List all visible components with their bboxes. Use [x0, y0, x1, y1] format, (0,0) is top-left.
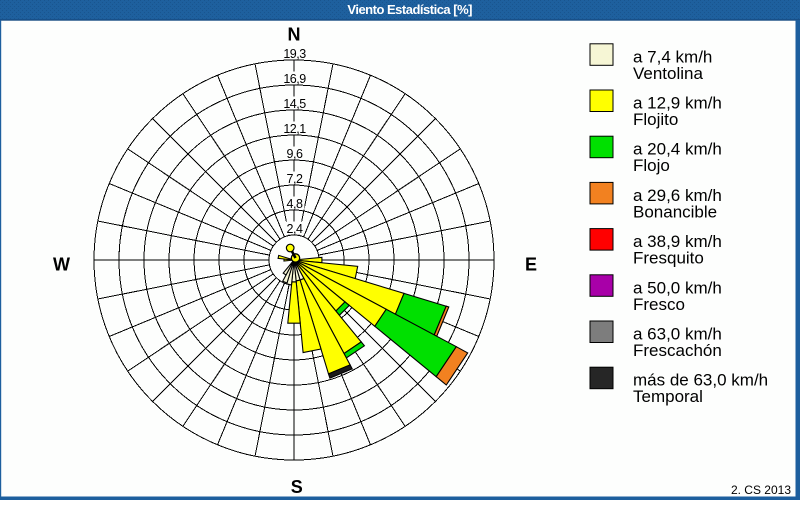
svg-text:14,5: 14,5	[283, 97, 306, 111]
svg-text:7,2: 7,2	[287, 172, 303, 186]
svg-text:E: E	[525, 255, 537, 275]
svg-text:Ventolina: Ventolina	[633, 64, 703, 83]
svg-text:Flojito: Flojito	[633, 110, 678, 129]
svg-text:Viento Estadística [%]: Viento Estadística [%]	[347, 2, 472, 17]
svg-text:Fresquito: Fresquito	[633, 249, 704, 268]
svg-text:Temporal: Temporal	[633, 387, 703, 406]
svg-text:Bonancible: Bonancible	[633, 202, 717, 221]
svg-text:12,1: 12,1	[283, 122, 306, 136]
svg-text:W: W	[53, 255, 70, 275]
svg-text:Frescachón: Frescachón	[633, 341, 722, 360]
svg-text:16,9: 16,9	[283, 72, 306, 86]
svg-text:4,8: 4,8	[287, 197, 303, 211]
svg-text:Fresco: Fresco	[633, 295, 685, 314]
svg-text:S: S	[291, 477, 303, 497]
svg-text:2,4: 2,4	[287, 222, 303, 236]
svg-text:9,6: 9,6	[287, 147, 303, 161]
svg-text:19,3: 19,3	[283, 47, 306, 61]
svg-text:N: N	[288, 25, 301, 45]
svg-text:Flojo: Flojo	[633, 156, 670, 175]
svg-text:2. CS 2013: 2. CS 2013	[731, 483, 791, 497]
